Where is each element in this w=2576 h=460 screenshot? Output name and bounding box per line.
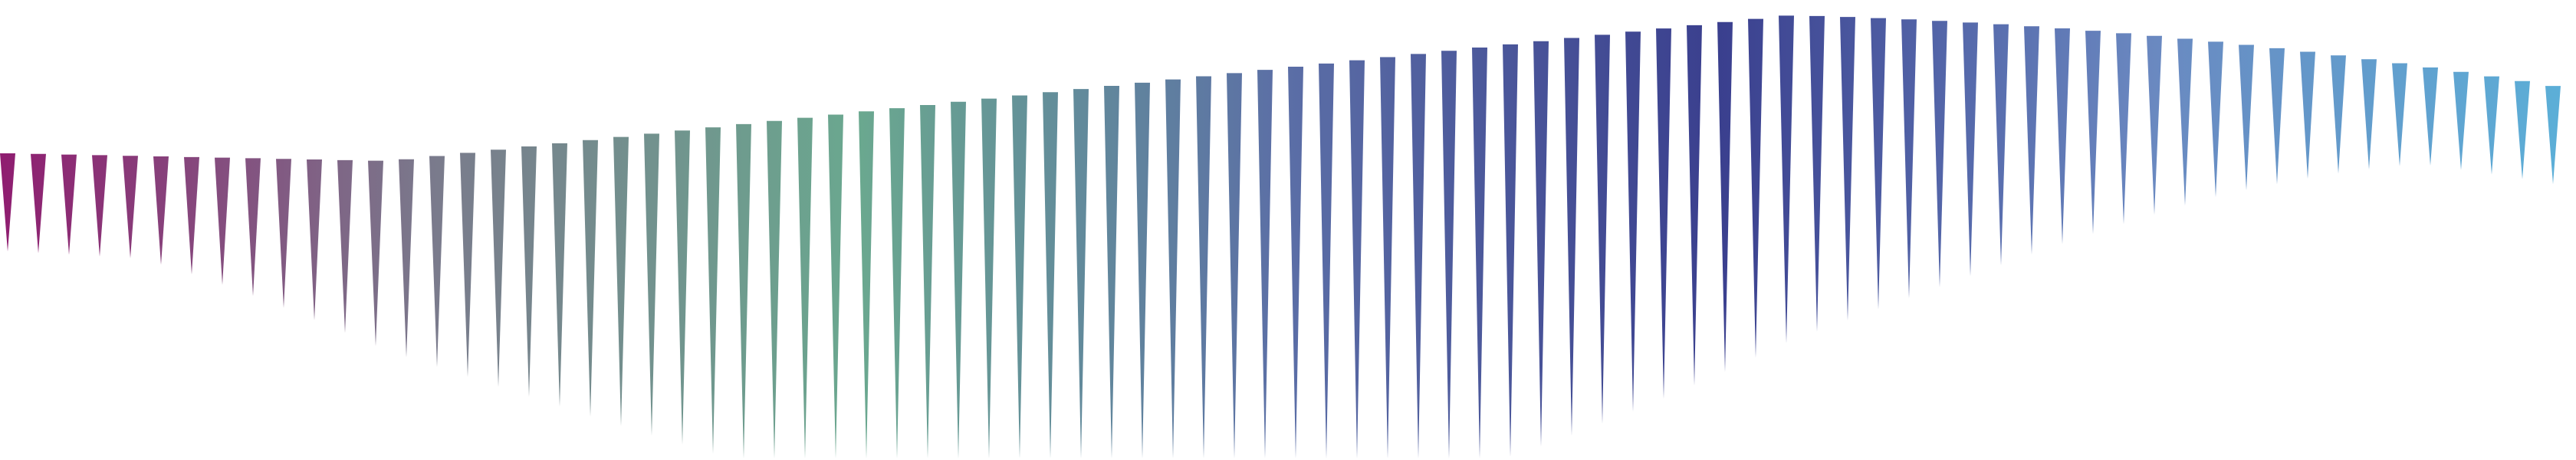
triangle-mark [1533, 41, 1549, 447]
triangle-mark [675, 130, 690, 445]
triangle-mark [1656, 28, 1671, 399]
triangle-mark [2545, 86, 2561, 185]
triangle-mark [1012, 95, 1027, 458]
triangle-mark [2361, 59, 2377, 169]
triangle-mark [1319, 63, 1334, 458]
triangle-mark [245, 158, 261, 297]
triangle-mark [2085, 31, 2101, 235]
triangle-mark [368, 160, 383, 347]
triangle-mark [1073, 89, 1089, 458]
triangle-mark [1165, 79, 1181, 459]
triangle-mark [1932, 21, 1947, 288]
triangle-mark [307, 159, 322, 320]
triangle-mark [491, 150, 506, 387]
triangle-mark [2331, 55, 2346, 174]
triangle-mark [184, 156, 199, 274]
triangle-mark [1349, 60, 1365, 458]
triangle-mark [705, 127, 721, 454]
triangle-mark [2055, 28, 2070, 245]
triangle-mark [1503, 44, 1518, 458]
triangle-mark [1564, 38, 1579, 436]
triangle-mark [920, 104, 935, 459]
triangle-mark [889, 108, 905, 459]
triangle-mark [2147, 35, 2162, 215]
triangle-mark [2423, 67, 2438, 166]
triangle-mark [215, 157, 230, 285]
triangle-mark [1717, 21, 1733, 372]
triangle-mark [123, 156, 138, 258]
triangle-mark [1963, 22, 1978, 277]
triangle-mark [1472, 48, 1487, 459]
triangle-mark [828, 114, 843, 458]
triangle-mark [1595, 34, 1610, 424]
triangle-mark [644, 133, 659, 436]
triangle-mark [1809, 15, 1825, 332]
triangle-mark [460, 153, 475, 377]
triangle-group [0, 15, 2561, 459]
triangle-mark [1441, 51, 1457, 458]
triangle-mark [2116, 33, 2131, 225]
triangle-mark [613, 136, 629, 426]
triangle-mark [797, 117, 813, 458]
triangle-mark [1257, 70, 1273, 458]
triangle-mark [583, 140, 598, 417]
triangle-mark [951, 101, 966, 459]
triangle-mark [2024, 26, 2039, 255]
triangle-mark [2177, 38, 2193, 206]
triangle-mark [1871, 18, 1886, 310]
triangle-mark [337, 159, 353, 334]
triangle-mark [1043, 92, 1058, 459]
triangle-mark [2300, 51, 2315, 179]
triangle-mark [1901, 19, 1917, 299]
triangle-mark [736, 123, 751, 458]
triangle-mark [276, 159, 291, 308]
triangle-mark [552, 143, 567, 407]
triangle-mark [153, 156, 169, 265]
triangle-mark [1687, 25, 1702, 386]
triangle-mark [0, 153, 15, 251]
triangle-mark [1288, 67, 1303, 458]
triangle-mark [1135, 82, 1150, 458]
triangle-mark [981, 98, 997, 458]
triangle-mark [61, 154, 77, 255]
triangle-mark [521, 146, 537, 397]
triangle-mark [767, 120, 782, 458]
triangle-mark [1196, 76, 1211, 459]
triangle-mark [92, 155, 107, 257]
triangle-mark [1625, 31, 1641, 412]
triangle-mark [429, 156, 445, 367]
triangle-mark [1840, 17, 1855, 321]
triangle-mark [1104, 85, 1119, 458]
triangle-mark [1748, 18, 1763, 358]
triangle-mark [1380, 57, 1395, 458]
triangle-mark [1227, 73, 1242, 459]
triangle-mark [2484, 76, 2499, 175]
triangle-mark [2392, 63, 2407, 166]
triangle-mark [399, 159, 414, 358]
triangle-mark [859, 111, 874, 458]
triangle-mark [2515, 80, 2530, 179]
triangle-mark [2453, 71, 2469, 170]
triangle-mark [2269, 48, 2285, 185]
triangle-mark [31, 153, 46, 254]
triangle-mark [1411, 54, 1426, 458]
triangle-mark [2239, 44, 2254, 191]
triangle-mark [1993, 24, 2009, 266]
triangle-mark [2208, 41, 2223, 197]
triangle-mark [1779, 15, 1794, 343]
